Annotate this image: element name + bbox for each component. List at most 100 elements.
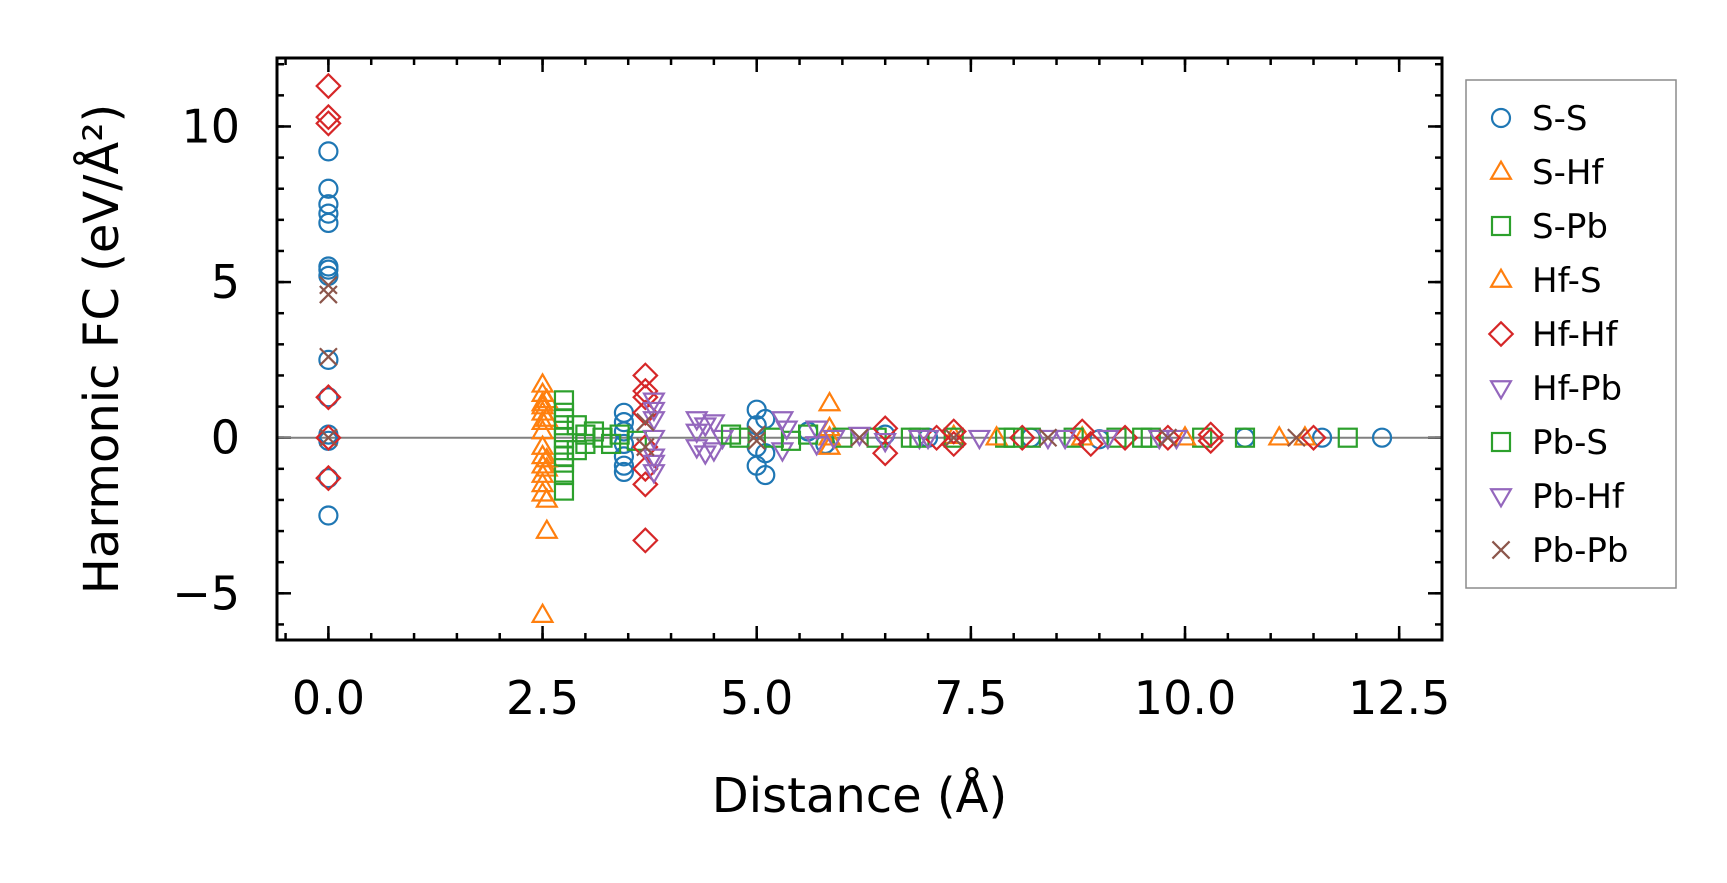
data-point [866,427,887,448]
data-point [944,428,964,448]
data-point [850,428,869,448]
x-tick-labels: 0.0 2.5 5.0 7.5 10.0 12.5 [292,671,1451,725]
data-point [318,259,339,280]
data-point [1147,429,1172,451]
data-point [821,429,846,451]
y-axis-label: Harmonic FC (eV/Å²) [73,104,130,594]
data-point [535,446,559,468]
data-point [613,446,635,467]
data-point [1036,429,1060,451]
data-point [315,424,342,451]
data-point [1287,428,1306,448]
data-point [318,212,339,234]
legend-item: Pb-Hf [1489,477,1625,517]
data-point [900,427,921,448]
data-point [553,446,575,467]
data-point [1003,427,1024,448]
data-point [871,440,899,467]
x-tick-label: 5.0 [720,671,793,725]
data-point [1164,429,1189,451]
data-point [319,275,338,295]
data-point [613,461,635,483]
legend-marker [1489,380,1513,401]
data-point [613,412,635,433]
data-point [530,602,555,623]
data-point [318,141,339,162]
data-point [636,437,655,457]
legend-label: Hf-S [1532,261,1602,301]
data-point [1077,430,1105,458]
data-point [600,433,622,455]
legend-item: Pb-S [1490,423,1608,463]
data-point [1234,427,1256,448]
data-point [1158,428,1178,448]
data-point [873,432,898,454]
legend-marker [1490,215,1512,237]
series-Pb-S [553,408,1153,467]
legend-item: S-S [1490,99,1587,139]
data-point [940,418,967,445]
y-tick-label: 0 [211,411,240,465]
data-point [1173,425,1197,446]
data-point [315,383,342,411]
legend-item: S-Hf [1489,153,1604,193]
x-tick-label: 2.5 [506,671,579,725]
legend-label: Hf-Hf [1532,315,1619,355]
data-point [832,427,853,448]
data-point [315,72,342,100]
data-point [530,409,555,430]
data-point [318,349,339,370]
data-point [1197,421,1224,448]
data-point [318,468,339,489]
legend-marker [1490,431,1512,453]
data-point [642,464,666,485]
data-point [817,425,842,446]
data-point [553,480,575,501]
x-tick-label: 10.0 [1134,671,1236,725]
data-point [636,412,655,432]
legend-item: Hf-Pb [1489,369,1622,409]
legend-label: S-S [1532,99,1587,139]
data-point [817,390,842,412]
data-point [642,448,666,469]
data-point [318,178,339,199]
x-tick-label: 0.0 [292,671,365,725]
legend-marker [1489,267,1513,288]
data-point [747,425,767,444]
series-Hf-S [530,394,1317,508]
legend-item: S-Pb [1490,207,1608,247]
data-point [642,429,666,451]
data-point [632,362,659,389]
data-point [1053,429,1077,451]
data-point [583,421,605,442]
legend: S-S S-Hf S-Pb Hf-S Hf-Hf Hf-Pb Pb-S Pb-Hf Pb-Pb [1465,79,1677,589]
data-point [684,411,709,432]
data-point [940,430,967,458]
data-point [1293,425,1317,446]
data-point [1192,427,1213,448]
data-point [693,417,718,438]
data-point [1197,427,1224,455]
data-point [1132,427,1153,448]
data-point [702,442,726,463]
legend-label: S-Hf [1532,153,1604,193]
data-point [530,394,555,415]
data-point [315,464,342,492]
data-point [642,401,666,423]
data-point [530,434,555,455]
legend-marker [1491,540,1511,560]
data-point [535,406,559,427]
data-point [1311,427,1333,448]
plot-frame [275,56,1444,642]
y-tick-label: 5 [211,255,240,309]
data-points [315,72,1393,623]
data-point [1154,424,1182,451]
data-point [804,436,829,457]
data-point [720,424,742,445]
data-point [319,285,338,304]
data-point [1371,427,1393,448]
data-point [702,414,726,435]
data-point [984,425,1009,446]
data-point [1068,418,1096,445]
